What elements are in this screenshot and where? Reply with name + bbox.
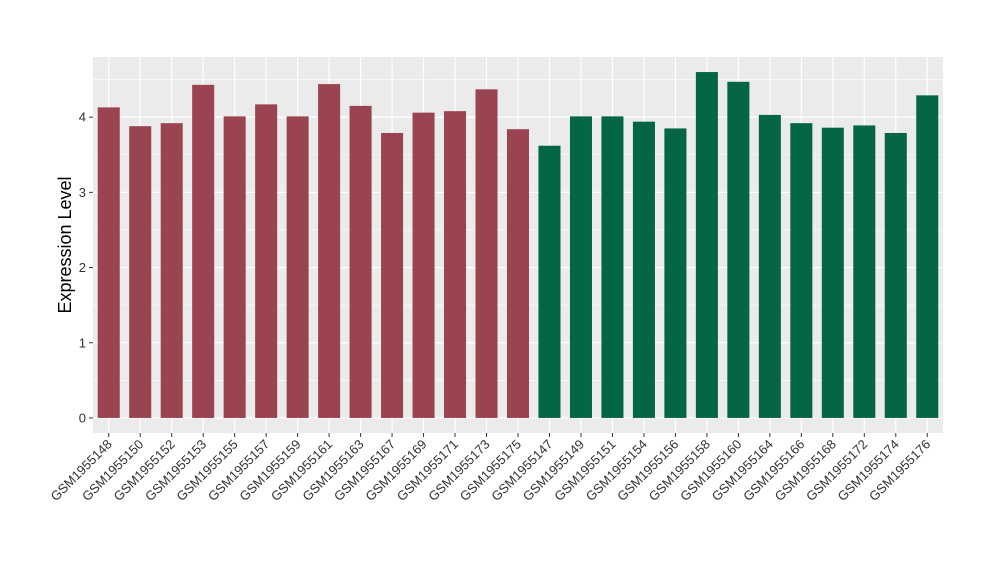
bar-GSM1955154 (632, 121, 655, 418)
bar-GSM1955158 (695, 72, 718, 418)
bar-GSM1955163 (349, 105, 372, 418)
bar-GSM1955152 (160, 123, 183, 418)
bar-GSM1955166 (790, 123, 813, 418)
bar-GSM1955155 (223, 116, 246, 418)
bars (97, 72, 939, 418)
bar-GSM1955147 (538, 145, 561, 418)
bar-GSM1955172 (853, 125, 876, 418)
bar-GSM1955171 (444, 111, 467, 418)
y-tick-label: 4 (79, 110, 86, 125)
x-axis: GSM1955148GSM1955150GSM1955152GSM1955153… (48, 433, 933, 504)
bar-GSM1955176 (916, 95, 939, 418)
bar-GSM1955149 (569, 116, 592, 418)
bar-GSM1955157 (255, 104, 278, 418)
y-tick-label: 0 (79, 410, 86, 425)
bar-GSM1955169 (412, 112, 435, 418)
bar-GSM1955174 (884, 132, 907, 418)
y-axis-title: Expression Level (55, 176, 75, 313)
y-tick-label: 2 (79, 260, 86, 275)
bar-GSM1955159 (286, 116, 309, 418)
bar-GSM1955168 (821, 127, 844, 418)
bar-GSM1955161 (318, 84, 341, 418)
y-axis: 0 1 2 3 4 (79, 110, 93, 425)
bar-GSM1955164 (758, 114, 781, 418)
bar-GSM1955173 (475, 89, 498, 418)
bar-GSM1955153 (192, 84, 215, 418)
bar-GSM1955148 (97, 107, 120, 418)
y-tick-label: 1 (79, 335, 86, 350)
bar-GSM1955167 (381, 132, 404, 418)
bar-GSM1955151 (601, 116, 624, 418)
bar-GSM1955160 (727, 81, 750, 418)
bar-GSM1955175 (506, 129, 530, 418)
bar-GSM1955150 (129, 126, 152, 418)
y-tick-label: 3 (79, 185, 86, 200)
bar-GSM1955156 (664, 128, 687, 418)
